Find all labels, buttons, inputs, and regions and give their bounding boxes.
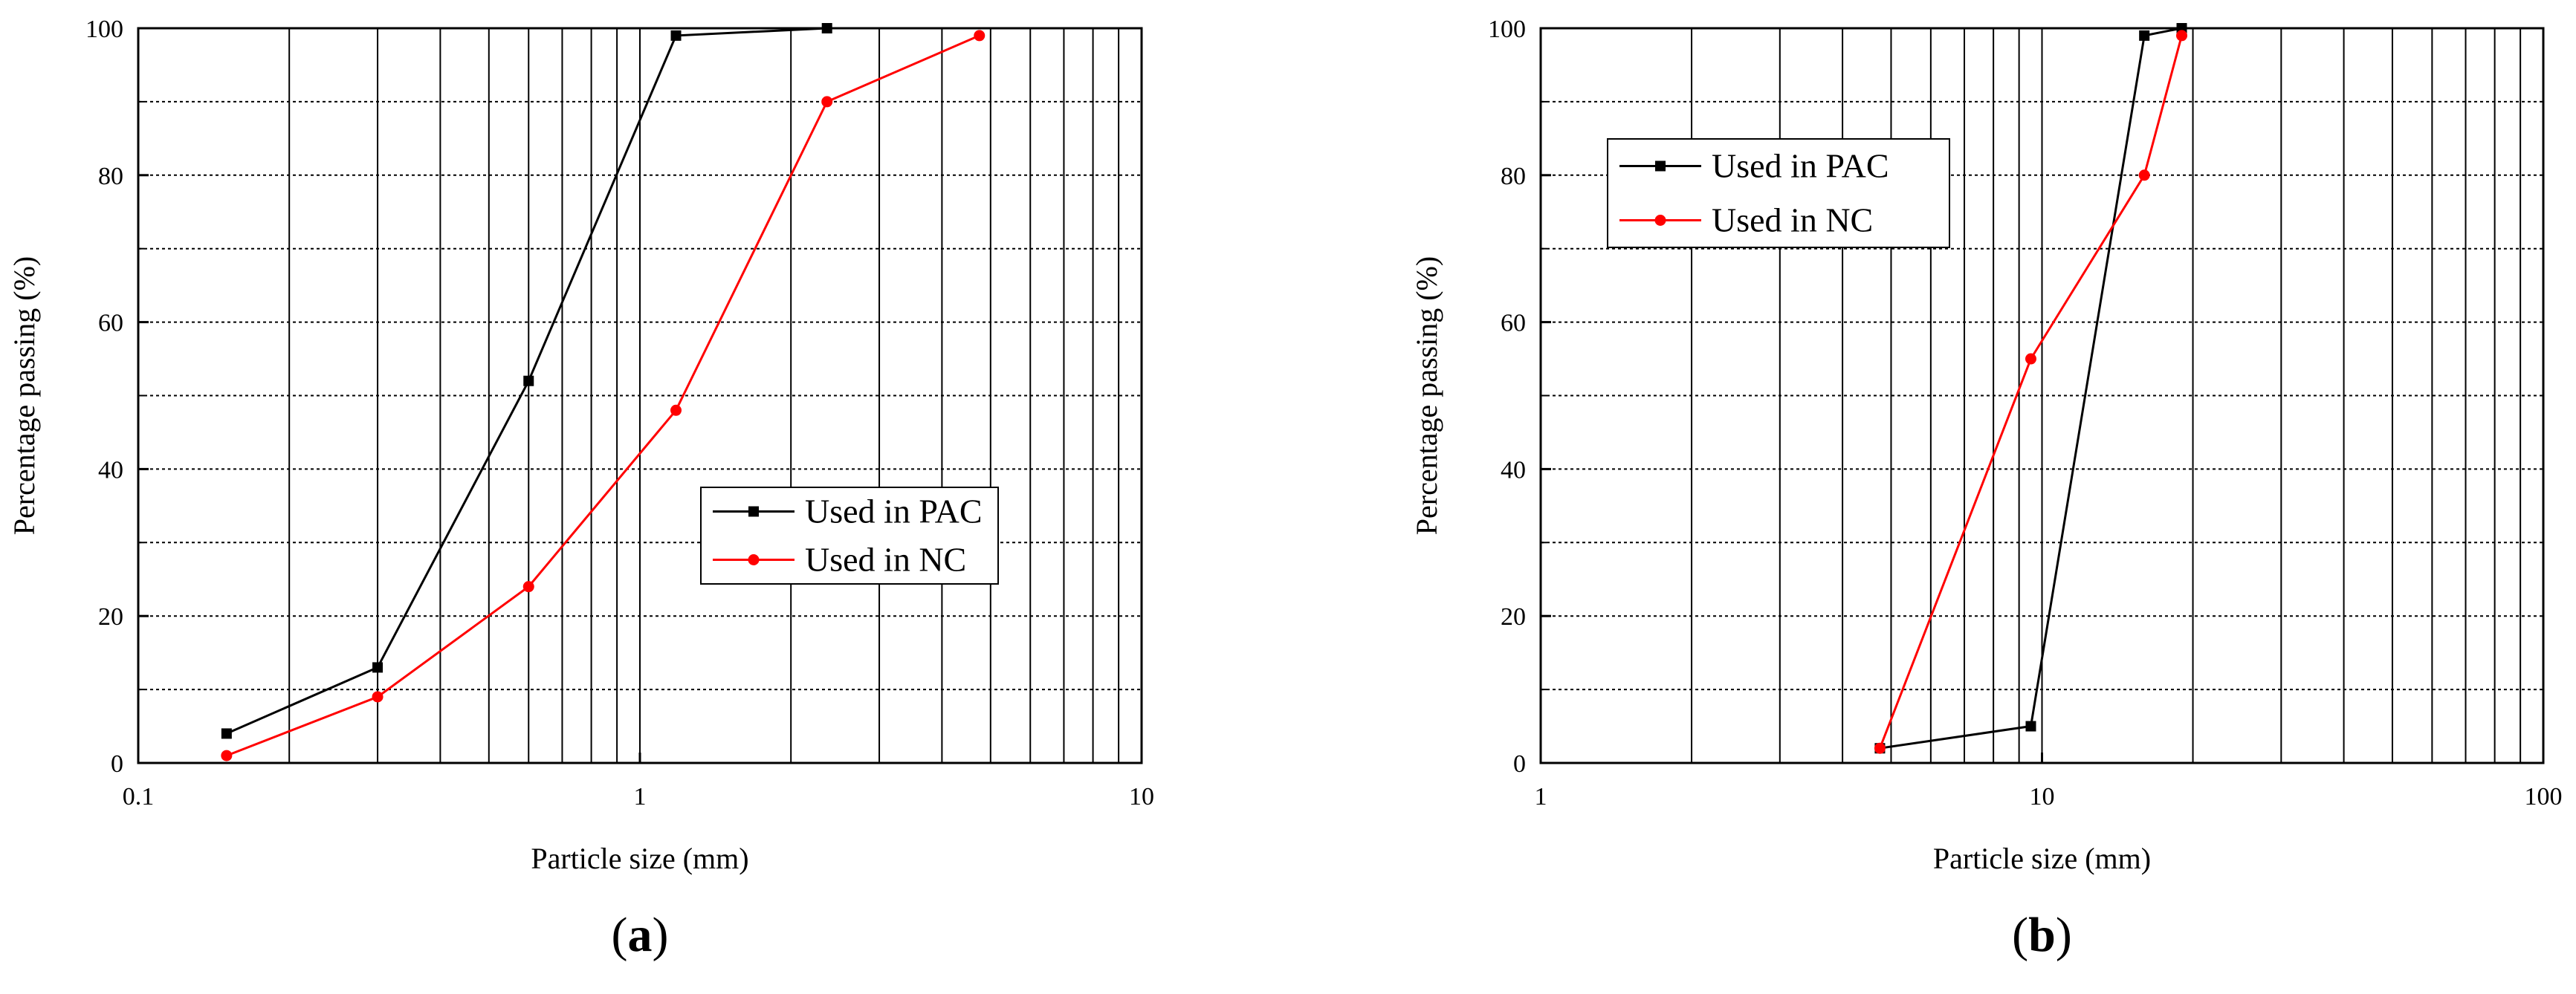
data-point xyxy=(2025,353,2036,365)
y-tick-label: 20 xyxy=(1501,603,1526,631)
x-tick-label: 1 xyxy=(1535,783,1547,811)
y-axis-title: Percentage passing (%) xyxy=(1410,256,1443,535)
legend-swatch-marker xyxy=(1655,160,1666,172)
data-point xyxy=(372,691,384,703)
legend: Used in PAC Used in NC xyxy=(700,487,999,585)
data-point xyxy=(670,30,682,41)
y-tick-label: 80 xyxy=(98,163,123,190)
panel-label-open: ( xyxy=(612,908,628,962)
y-tick-label: 40 xyxy=(1501,456,1526,484)
chart-panel-b: 0 20 40 60 80 100 1 10 100 Particle size (mm) Perc… xyxy=(1410,16,2563,962)
legend-label: Used in PAC xyxy=(805,493,983,530)
legend-swatch-marker xyxy=(748,506,759,517)
data-point xyxy=(372,662,384,673)
data-point xyxy=(1874,742,1886,754)
y-tick-label: 60 xyxy=(98,310,123,337)
series-nc xyxy=(1874,30,2188,754)
panel-label-close: ) xyxy=(653,908,669,962)
legend-swatch-marker xyxy=(748,554,760,565)
series-nc xyxy=(221,30,986,761)
y-tick-label: 0 xyxy=(111,750,123,778)
y-tick-label: 60 xyxy=(1501,310,1526,337)
y-tick-label: 0 xyxy=(1513,750,1526,778)
x-tick-label: 1 xyxy=(634,783,647,811)
y-axis-title: Percentage passing (%) xyxy=(7,256,41,535)
data-point xyxy=(221,728,232,739)
data-point xyxy=(221,750,233,761)
series-pac xyxy=(221,23,832,739)
data-point xyxy=(974,30,986,42)
data-point xyxy=(2139,30,2150,41)
series-line xyxy=(1880,27,2182,750)
legend-label: Used in PAC xyxy=(1712,147,1889,185)
legend-box xyxy=(700,487,999,585)
x-tick-label: 10 xyxy=(2030,783,2055,811)
data-point xyxy=(670,404,682,416)
x-tick-label: 100 xyxy=(2525,783,2563,811)
x-axis-title: Particle size (mm) xyxy=(531,842,748,875)
y-tick-label: 20 xyxy=(98,603,123,631)
data-point xyxy=(2176,30,2188,42)
panel-label-open: ( xyxy=(2012,908,2028,962)
panel-label-letter: a xyxy=(628,908,653,962)
data-point xyxy=(821,23,832,33)
series-line xyxy=(1879,35,2183,749)
legend: Used in PAC Used in NC xyxy=(1607,138,1950,248)
data-point xyxy=(522,581,534,593)
data-point xyxy=(821,96,833,108)
legend-label: Used in NC xyxy=(805,541,966,579)
panel-label: (b) xyxy=(2012,908,2072,962)
y-tick-label: 100 xyxy=(85,16,123,43)
panel-label-letter: b xyxy=(2028,908,2056,962)
legend-box xyxy=(1607,138,1950,248)
data-point xyxy=(2025,721,2036,732)
x-axis-title: Particle size (mm) xyxy=(1933,842,2151,875)
data-point xyxy=(523,375,534,386)
data-point xyxy=(2138,169,2150,181)
x-tick-label: 0.1 xyxy=(123,783,155,811)
panel-label-close: ) xyxy=(2056,908,2072,962)
y-tick-label: 100 xyxy=(1488,16,1526,43)
legend-label: Used in NC xyxy=(1712,201,1873,239)
series-pac xyxy=(1874,23,2187,754)
x-tick-label: 10 xyxy=(1129,783,1154,811)
series-line xyxy=(226,34,980,757)
y-tick-label: 80 xyxy=(1501,163,1526,190)
panel-label: (a) xyxy=(612,908,669,962)
legend-swatch-marker xyxy=(1654,215,1666,226)
y-tick-label: 40 xyxy=(98,456,123,484)
chart-panel-a: 0 20 40 60 80 100 0.1 1 10 Particle size (mm) Perc… xyxy=(7,16,1154,962)
